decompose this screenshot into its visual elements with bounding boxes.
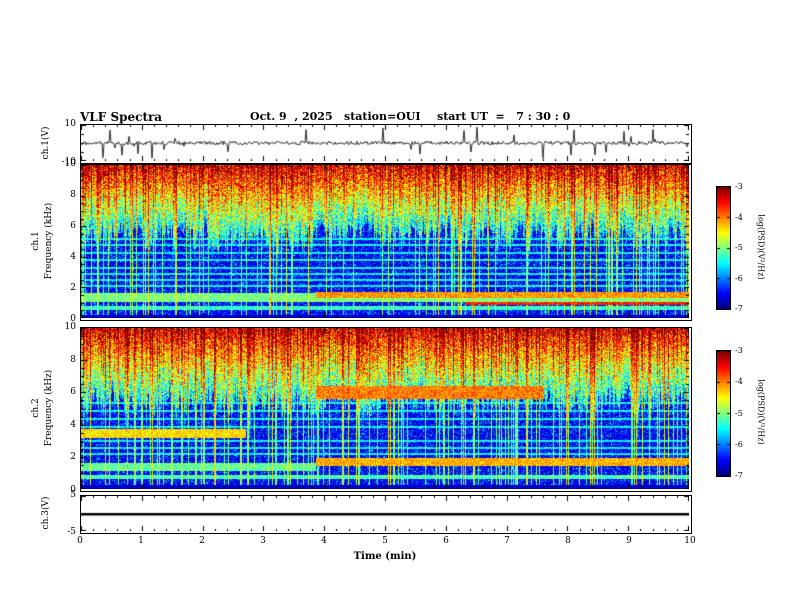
date-label: Oct. 9 , 2025: [250, 110, 333, 123]
ch1-colorbar-tick-label: -7: [735, 304, 743, 313]
x-axis-tick-label: 8: [565, 536, 571, 546]
x-axis-tick-label: 10: [684, 536, 696, 546]
ch1-colorbar: [716, 186, 731, 310]
ch2-axis-label: ch.2: [31, 398, 41, 418]
ch2-colorbar-tick-label: -3: [735, 346, 743, 355]
ch2-colorbar-tick-label: -7: [735, 471, 743, 480]
ch2-frequency-axis-label: Frequency (kHz): [44, 369, 54, 447]
ch1-spectrogram-panel: [80, 164, 692, 321]
ch3-waveform-canvas: [81, 496, 689, 531]
x-axis-tick-label: 5: [382, 536, 388, 546]
ch2-frequency-tick-label: 0: [70, 485, 76, 495]
ch1-frequency-tick-label: 10: [64, 159, 76, 169]
ch1-voltage-axis-label: ch.1(V): [41, 126, 51, 160]
ch1-colorbar-canvas: [717, 187, 730, 309]
ch1-frequency-axis-label: Frequency (kHz): [44, 202, 54, 280]
start-ut-label: start UT = 7 : 30 : 0: [437, 110, 571, 123]
x-axis-tick-label: 4: [321, 536, 327, 546]
ch2-colorbar-tick-label: -5: [735, 408, 743, 418]
ch2-frequency-tick-label: 8: [70, 354, 76, 365]
ch1-colorbar-tick-label: -3: [735, 182, 743, 191]
ch1-frequency-tick-label: 8: [70, 190, 76, 200]
ch1-voltage-tick-label: -10: [61, 157, 77, 167]
ch3-voltage-tick-label: 5: [70, 490, 76, 500]
ch1-frequency-tick-label: 0: [70, 314, 76, 324]
ch1-voltage-tick-label: 10: [64, 119, 76, 129]
ch2-colorbar-tick-label: -4: [735, 377, 743, 387]
x-axis-tick-label: 7: [504, 536, 510, 546]
figure-title: VLF Spectra: [80, 110, 163, 124]
station-label: station=OUI: [344, 110, 421, 123]
ch2-frequency-tick-label: 6: [70, 387, 76, 398]
ch2-colorbar-tick-label: -6: [735, 439, 743, 449]
ch1-colorbar-tick-label: -6: [735, 273, 743, 283]
ch1-colorbar-tick-label: -5: [735, 243, 743, 252]
ch2-frequency-tick-label: 4: [70, 419, 76, 430]
ch1-colorbar-label: log(PSD)(V²/Hz): [756, 214, 766, 280]
ch1-waveform-canvas: [81, 125, 689, 161]
ch3-waveform-panel: [80, 495, 692, 534]
ch1-frequency-tick-label: 4: [70, 252, 76, 262]
x-axis-tick-label: 9: [626, 536, 632, 546]
x-axis-tick-label: 1: [138, 536, 144, 546]
ch3-voltage-axis-label: ch.3(V): [41, 496, 51, 530]
x-axis-tick-label: 2: [199, 536, 205, 546]
ch2-spectrogram-canvas: [81, 328, 689, 489]
time-axis-label: Time (min): [353, 551, 417, 562]
ch1-waveform-panel: [80, 124, 692, 164]
ch1-spectrogram-canvas: [81, 165, 689, 318]
x-axis-tick-label: 0: [77, 536, 83, 546]
ch2-frequency-tick-label: 10: [64, 322, 76, 332]
ch1-frequency-tick-label: 2: [70, 283, 76, 293]
ch1-colorbar-tick-label: -4: [735, 212, 743, 222]
ch2-frequency-tick-label: 2: [70, 452, 76, 463]
x-axis-tick-label: 6: [443, 536, 449, 546]
ch2-colorbar-canvas: [717, 351, 730, 476]
ch2-colorbar: [716, 350, 731, 477]
ch1-axis-label: ch.1: [31, 231, 41, 251]
ch2-colorbar-label: log(PSD)(V²/Hz): [756, 379, 766, 445]
x-axis-tick-label: 3: [260, 536, 266, 546]
ch1-frequency-tick-label: 6: [70, 221, 76, 231]
ch2-spectrogram-panel: [80, 327, 692, 492]
ch3-voltage-tick-label: -5: [67, 527, 76, 537]
